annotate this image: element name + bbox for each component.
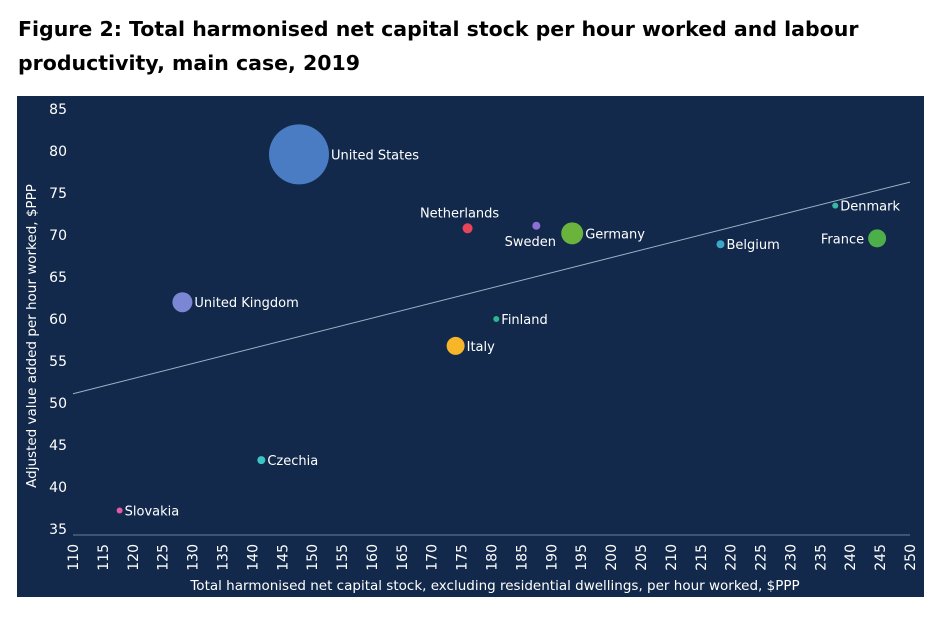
x-tick-label: 220 bbox=[724, 544, 740, 571]
x-tick-label: 120 bbox=[126, 544, 142, 571]
x-tick-label: 150 bbox=[305, 544, 321, 571]
point-label-belgium: Belgium bbox=[726, 238, 779, 253]
point-label-netherlands: Netherlands bbox=[420, 206, 499, 221]
x-tick-label: 160 bbox=[365, 544, 381, 571]
x-tick-label: 225 bbox=[754, 544, 770, 571]
x-tick-label: 170 bbox=[425, 544, 441, 571]
y-tick-label: 80 bbox=[49, 144, 67, 160]
y-tick-label: 85 bbox=[49, 102, 67, 118]
x-tick-label: 215 bbox=[694, 544, 710, 571]
point-label-germany: Germany bbox=[585, 227, 645, 242]
point-germany bbox=[561, 222, 584, 245]
x-tick-label: 140 bbox=[245, 544, 261, 571]
point-label-italy: Italy bbox=[467, 340, 496, 355]
x-tick-label: 145 bbox=[275, 544, 291, 571]
y-tick-label: 55 bbox=[49, 354, 67, 370]
y-tick-label: 45 bbox=[49, 438, 67, 454]
x-tick-label: 165 bbox=[395, 544, 411, 571]
x-tick-label: 135 bbox=[215, 544, 231, 571]
y-tick-label: 70 bbox=[49, 228, 67, 244]
point-denmark bbox=[832, 202, 839, 209]
x-tick-label: 195 bbox=[574, 544, 590, 571]
point-label-france: France bbox=[821, 232, 864, 247]
x-tick-label: 240 bbox=[843, 544, 859, 571]
x-tick-label: 175 bbox=[455, 544, 471, 571]
x-tick-label: 115 bbox=[96, 544, 112, 571]
x-tick-label: 200 bbox=[604, 544, 620, 571]
point-label-denmark: Denmark bbox=[840, 200, 900, 215]
point-united-states bbox=[268, 124, 329, 185]
x-tick-label: 130 bbox=[186, 544, 202, 571]
y-tick-label: 75 bbox=[49, 186, 67, 202]
point-united-kingdom bbox=[172, 292, 193, 313]
x-tick-label: 210 bbox=[664, 544, 680, 571]
x-tick-label: 205 bbox=[634, 544, 650, 571]
point-label-united-kingdom: United Kingdom bbox=[194, 296, 298, 311]
point-netherlands bbox=[462, 223, 473, 234]
chart-panel: 35 40 45 50 55 60 65 70 75 80 85 110 115 120 125 130 13… bbox=[17, 96, 924, 597]
y-axis-label: Adjusted value added per hour worked, $P… bbox=[24, 184, 40, 488]
point-label-sweden: Sweden bbox=[505, 235, 556, 250]
point-finland bbox=[493, 316, 500, 322]
chart-background bbox=[17, 96, 924, 597]
x-tick-label: 190 bbox=[544, 544, 560, 571]
x-tick-label: 110 bbox=[66, 544, 82, 571]
y-tick-label: 35 bbox=[49, 522, 67, 538]
point-label-slovakia: Slovakia bbox=[125, 505, 180, 520]
point-slovakia bbox=[116, 507, 123, 514]
y-tick-label: 40 bbox=[49, 480, 67, 496]
point-france bbox=[868, 229, 887, 248]
point-belgium bbox=[716, 240, 725, 249]
figure-title: Figure 2: Total harmonised net capital s… bbox=[18, 17, 859, 75]
x-tick-label: 235 bbox=[813, 544, 829, 571]
x-tick-label: 230 bbox=[783, 544, 799, 571]
x-tick-label: 180 bbox=[485, 544, 501, 571]
x-tick-label: 245 bbox=[873, 544, 889, 571]
point-label-czechia: Czechia bbox=[267, 454, 318, 469]
x-tick-label: 125 bbox=[156, 544, 172, 571]
scatter-chart: 35 40 45 50 55 60 65 70 75 80 85 110 115 120 125 130 13… bbox=[17, 96, 924, 597]
y-tick-label: 60 bbox=[49, 312, 67, 328]
point-label-finland: Finland bbox=[501, 313, 547, 328]
y-tick-label: 65 bbox=[49, 270, 67, 286]
trend-line bbox=[72, 181, 911, 395]
x-tick-label: 185 bbox=[514, 544, 530, 571]
point-czechia bbox=[257, 456, 266, 465]
y-tick-label: 50 bbox=[49, 396, 67, 412]
point-italy bbox=[446, 336, 465, 355]
point-label-united-states: United States bbox=[331, 148, 419, 163]
x-axis-label: Total harmonised net capital stock, excl… bbox=[189, 578, 799, 594]
point-sweden bbox=[532, 221, 541, 230]
x-tick-label: 250 bbox=[903, 544, 919, 571]
x-tick-label: 155 bbox=[335, 544, 351, 571]
